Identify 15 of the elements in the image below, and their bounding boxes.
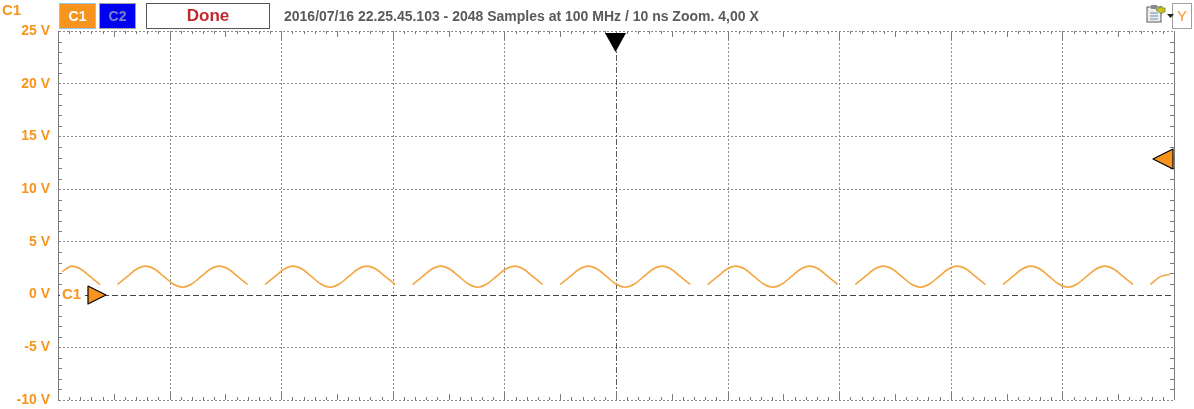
y-tick-label: 5 V — [28, 232, 51, 249]
y-tick-label: 25 V — [21, 21, 51, 38]
channel-button: C1 — [59, 3, 96, 29]
y-axis-title: C1 — [2, 1, 22, 19]
y-tick-label: 20 V — [21, 74, 51, 91]
y-tick-label: -5 V — [24, 338, 51, 355]
channel-button: C2 — [99, 3, 136, 29]
y-tick-label: 0 V — [28, 285, 51, 302]
y-tick-label: 15 V — [21, 127, 51, 144]
ref-line-label: C1 — [62, 284, 82, 302]
y-tick-label: -10 V — [16, 390, 51, 407]
axis-button: Y — [1172, 3, 1192, 29]
y-tick-label: 10 V — [21, 180, 51, 196]
chart-title: 2016/07/16 22.25.45.103 - 2048 Samples at 100 MHz / 10 ns Zoom. 4,00 X — [284, 7, 759, 25]
status-button: Done — [146, 3, 270, 29]
